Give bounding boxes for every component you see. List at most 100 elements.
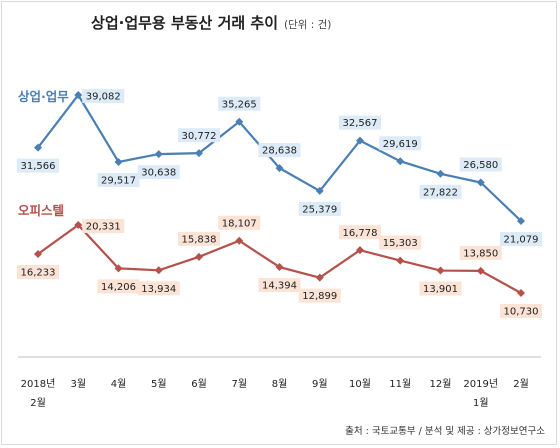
data-label: 21,079: [500, 232, 542, 246]
data-point: [195, 252, 203, 261]
svg-text:29,517: 29,517: [101, 176, 136, 187]
svg-text:28,638: 28,638: [262, 146, 297, 157]
source-note: 출처 : 국토교통부 / 분석 및 제공 : 상가정보연구소: [345, 425, 545, 437]
svg-text:16,778: 16,778: [343, 228, 378, 239]
data-point: [476, 178, 485, 187]
x-tick-label: 2019년 1월: [463, 378, 498, 409]
data-point: [396, 157, 405, 166]
data-label: 30,772: [178, 128, 220, 143]
svg-text:31,566: 31,566: [21, 161, 56, 172]
data-point: [356, 246, 364, 255]
data-point: [235, 236, 244, 245]
x-tick-label: 8월: [272, 378, 288, 390]
data-point: [315, 186, 324, 195]
x-tick-label: 5월: [151, 378, 167, 390]
data-label: 30,638: [137, 165, 180, 180]
data-label: 18,107: [218, 215, 261, 230]
data-point: [74, 91, 83, 99]
data-label: 16,778: [339, 225, 381, 240]
data-label: 14,394: [258, 278, 301, 293]
data-point: [235, 117, 244, 126]
data-label: 13,934: [137, 281, 180, 296]
x-tick-label: 3월: [70, 378, 86, 390]
data-label: 15,303: [379, 235, 422, 250]
data-point: [356, 136, 364, 145]
data-label: 10,730: [500, 304, 542, 318]
chart-unit: (단위 : 건): [284, 18, 331, 31]
data-label: 29,517: [97, 172, 140, 187]
x-tick-label: 12월: [430, 378, 452, 390]
x-tick-label: 10월: [349, 378, 371, 390]
data-point: [436, 266, 445, 275]
series-2: 오피스텔 16,233 20,331 14,206 13,934 15,838 18,107…: [17, 203, 542, 318]
data-label: 25,379: [298, 201, 341, 216]
series-line: [37, 93, 522, 222]
svg-text:30,638: 30,638: [141, 168, 176, 179]
x-tick-label: 7월: [231, 378, 247, 390]
svg-text:21,079: 21,079: [504, 235, 539, 246]
svg-text:12,899: 12,899: [302, 291, 337, 302]
x-tick-label: 4월: [111, 378, 127, 390]
svg-text:26,580: 26,580: [463, 160, 498, 171]
svg-text:25,379: 25,379: [302, 205, 337, 216]
svg-text:29,619: 29,619: [383, 139, 418, 150]
data-point: [195, 149, 203, 158]
data-point: [436, 169, 445, 178]
data-label: 27,822: [419, 184, 462, 199]
x-tick-label: 2018년 2월: [21, 378, 56, 409]
svg-text:15,838: 15,838: [182, 234, 217, 245]
data-point: [315, 273, 324, 282]
data-label: 26,580: [459, 157, 502, 172]
svg-text:27,822: 27,822: [423, 187, 458, 198]
data-label: 15,838: [178, 231, 220, 246]
svg-text:14,206: 14,206: [101, 282, 136, 293]
svg-text:18,107: 18,107: [222, 218, 257, 229]
data-point: [154, 150, 163, 159]
data-label: 13,901: [419, 281, 462, 296]
data-label: 28,638: [258, 143, 301, 158]
svg-text:32,567: 32,567: [343, 118, 378, 129]
x-tick-label: 2월: [513, 378, 529, 390]
data-point: [74, 221, 83, 229]
svg-text:16,233: 16,233: [21, 268, 56, 279]
data-label: 14,206: [97, 279, 140, 294]
x-tick-label: 9월: [312, 378, 328, 390]
data-label: 12,899: [298, 288, 341, 303]
series-name-label: 상업·업무: [18, 89, 69, 104]
x-tick-label: 11월: [389, 378, 411, 390]
svg-text:35,265: 35,265: [222, 99, 257, 110]
svg-text:30,772: 30,772: [182, 131, 217, 142]
data-label: 32,567: [339, 115, 381, 130]
data-label: 16,233: [17, 265, 59, 280]
data-label: 13,850: [459, 245, 502, 260]
data-label: 29,619: [379, 136, 422, 151]
data-point: [517, 289, 525, 297]
data-point: [275, 263, 284, 272]
x-tick-label: 6월: [191, 378, 207, 390]
series-name-label: 오피스텔: [18, 203, 64, 218]
data-point: [396, 256, 405, 265]
data-point: [517, 217, 525, 225]
data-point: [114, 157, 123, 166]
svg-text:39,082: 39,082: [86, 92, 121, 103]
svg-text:13,934: 13,934: [141, 284, 176, 295]
data-point: [34, 250, 42, 259]
svg-text:20,331: 20,331: [86, 222, 121, 233]
data-label: 39,082: [82, 89, 125, 103]
svg-text:15,303: 15,303: [383, 238, 418, 249]
data-point: [275, 164, 284, 173]
data-point: [476, 266, 485, 275]
data-point: [114, 264, 123, 273]
svg-text:14,394: 14,394: [262, 281, 297, 292]
data-label: 20,331: [82, 219, 125, 233]
svg-text:13,850: 13,850: [463, 249, 498, 260]
data-label: 35,265: [218, 96, 261, 111]
data-point: [34, 143, 42, 152]
plot-area: 상업·업무 31,566 39,082 29,517 30,638 30,772 35,26…: [17, 89, 542, 409]
svg-text:10,730: 10,730: [504, 307, 539, 318]
chart-title: 상업·업무용 부동산 거래 추이: [91, 14, 278, 32]
svg-text:13,901: 13,901: [423, 284, 458, 295]
series-1: 상업·업무 31,566 39,082 29,517 30,638 30,772 35,26…: [17, 89, 542, 246]
